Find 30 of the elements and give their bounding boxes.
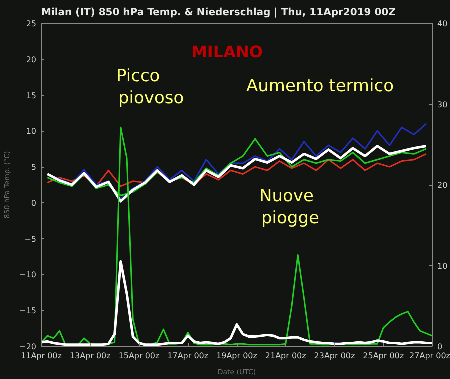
x-tick-label: 15Apr 00z — [118, 352, 160, 360]
y-tick-label: −5 — [24, 234, 37, 244]
annotation: Picco piovoso — [116, 66, 184, 108]
y-tick-label: 10 — [26, 127, 37, 136]
y2-tick-label: 10 — [438, 262, 448, 271]
y-tick-label: 15 — [26, 91, 37, 100]
annotation: MILANO — [192, 42, 263, 62]
x-tick-label: 23Apr 00z — [314, 352, 356, 360]
x-tick-label: 11Apr 00z — [21, 352, 62, 360]
line-series — [46, 144, 428, 203]
y2-tick-label: 0 — [438, 342, 443, 352]
x-tick-label: 19Apr 00z — [216, 352, 258, 360]
y-tick-label: −10 — [20, 270, 37, 280]
y-tick-label: 5 — [31, 163, 37, 172]
y2-tick-label: 20 — [438, 181, 448, 190]
chart-title: Milan (IT) 850 hPa Temp. & Niederschlag | Thu, 11Apr2019 00Z — [42, 8, 396, 18]
x-tick-label: 13Apr 00z — [70, 352, 111, 360]
y-tick-label: 25 — [26, 20, 37, 28]
y2-tick-label: 30 — [438, 100, 448, 110]
x-tick-label: 21Apr 00z — [265, 352, 306, 360]
annotation: Nuove piogge — [260, 186, 320, 228]
y-tick-label: 20 — [26, 55, 37, 64]
x-tick-label: 27Apr 00z — [410, 352, 450, 360]
x-tick-label: 17Apr 00z — [168, 352, 209, 360]
annotation: Aumento termico — [246, 76, 394, 96]
y2-tick-label: 40 — [438, 20, 448, 28]
x-tick-label: 25Apr 00z — [363, 352, 404, 360]
y-tick-label: −20 — [20, 342, 37, 352]
y-tick-label: 0 — [31, 198, 37, 208]
y-tick-label: −15 — [20, 306, 37, 316]
